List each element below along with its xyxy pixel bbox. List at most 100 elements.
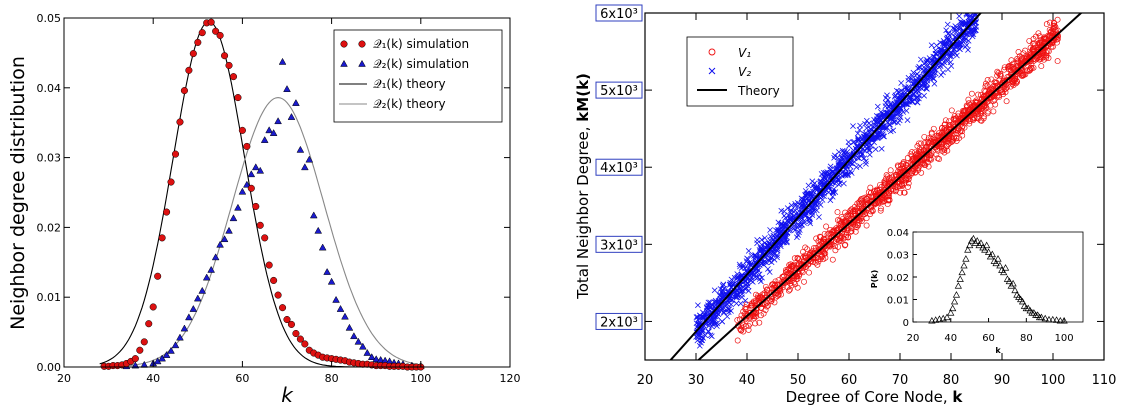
v2-point	[835, 159, 842, 165]
v1-point	[853, 224, 860, 231]
v2-point	[905, 77, 912, 84]
v2-point	[904, 117, 911, 123]
v1-point	[834, 209, 841, 216]
v1-point	[996, 92, 1002, 99]
v1-point	[1032, 56, 1039, 63]
v1-point	[1051, 20, 1058, 27]
inset-y-tick-label: 0.01	[887, 296, 909, 307]
v1-point	[762, 307, 769, 313]
q2-simulation-point	[171, 341, 180, 349]
right-x-ticks: 20 30 40 50 60 70 80 90 100 110	[637, 13, 1117, 388]
v2-point	[817, 178, 824, 185]
inset-x-ticks: 20 40 60 80 100	[907, 318, 1074, 344]
inset-point	[967, 237, 976, 244]
right-x-tick-label: 50	[790, 373, 807, 388]
v2-point	[912, 88, 919, 94]
right-x-axis-label-bold: k	[952, 388, 963, 406]
v1-point	[981, 113, 988, 120]
q2-simulation-point	[198, 286, 207, 294]
v1-point	[1010, 71, 1017, 77]
right-x-tick-label: 110	[1092, 373, 1117, 388]
v2-point	[745, 248, 752, 254]
v1-point	[863, 215, 870, 222]
v2-point	[850, 139, 857, 146]
v2-point	[759, 260, 765, 267]
v1-point	[914, 153, 921, 160]
v1-point	[752, 313, 759, 320]
v1-point	[950, 115, 957, 122]
v1-point	[893, 171, 900, 178]
v1-point	[770, 289, 777, 296]
v1-point	[806, 269, 812, 276]
q2-simulation-point	[336, 304, 345, 312]
v2-point	[842, 152, 849, 158]
inset-point	[1000, 268, 1008, 276]
v1-point	[1054, 16, 1061, 23]
v1-point	[751, 315, 758, 322]
v2-point	[775, 219, 782, 226]
inset-plot-marks	[928, 234, 1068, 324]
v2-point	[745, 288, 752, 294]
v2-point	[734, 291, 741, 298]
v1-point	[804, 246, 811, 253]
v2-point	[944, 34, 951, 41]
v1-point	[832, 247, 839, 254]
v1-point	[1046, 19, 1053, 26]
right-x-axis-label: Degree of Core Node, k	[786, 388, 964, 406]
q2-simulation-point	[332, 295, 340, 303]
v1-point	[745, 322, 752, 329]
inset-point	[943, 313, 951, 321]
right-plot-area	[669, 5, 1083, 360]
v2-point	[855, 137, 861, 144]
v2-point	[874, 119, 881, 126]
v2-point	[877, 109, 884, 115]
v1-point	[925, 163, 932, 170]
left-legend-label: 𝒬₁(k) simulation	[373, 37, 469, 51]
q1-simulation-point	[207, 18, 215, 26]
v2-point	[898, 80, 905, 86]
q2-simulation-point	[234, 203, 242, 211]
v2-point	[910, 91, 917, 98]
v2-point	[939, 46, 945, 53]
v1-point	[868, 208, 875, 215]
right-legend-label: V₂	[738, 65, 751, 79]
v2-point	[903, 101, 910, 108]
left-y-tick-label: 0.02	[37, 221, 62, 234]
left-chart: 20 40 60 80 100 120 0.000.010.020.030.040.05 …	[7, 12, 521, 407]
v2-point	[712, 297, 719, 304]
v2-point	[833, 165, 840, 172]
q2-simulation-point	[158, 354, 166, 362]
q2-simulation-point	[251, 163, 260, 171]
v1-point	[894, 162, 901, 169]
v2-point	[863, 158, 869, 165]
v1-point	[823, 223, 830, 230]
v2-point	[718, 305, 725, 312]
v2-point	[892, 92, 899, 99]
q1-simulation-point	[189, 50, 197, 58]
left-x-tick-label: 100	[410, 372, 431, 385]
v2-point	[742, 265, 748, 272]
inset-point	[975, 241, 983, 249]
v2-point	[758, 236, 765, 243]
inset-point	[1018, 297, 1027, 305]
v1-point	[965, 100, 972, 107]
q1-simulation-point	[296, 335, 304, 343]
v2-point	[727, 281, 733, 288]
q1-simulation-point	[185, 66, 193, 74]
right-x-tick-label: 80	[943, 373, 960, 388]
v1-point	[902, 176, 909, 183]
left-x-tick-label: 80	[325, 372, 339, 385]
theory-line-v1	[697, 13, 1083, 360]
v2-point	[972, 27, 979, 34]
q2-simulation-point	[305, 155, 314, 163]
v2-point	[964, 5, 969, 10]
v1-point	[800, 248, 806, 255]
left-plot-frame	[63, 17, 511, 368]
v1-point	[1024, 67, 1030, 74]
v2-point	[896, 110, 903, 117]
v1-point	[769, 281, 776, 288]
q2-simulation-point	[296, 145, 305, 153]
v2-point	[702, 332, 709, 339]
v1-point	[990, 97, 997, 104]
q2-simulation-point	[238, 187, 247, 195]
